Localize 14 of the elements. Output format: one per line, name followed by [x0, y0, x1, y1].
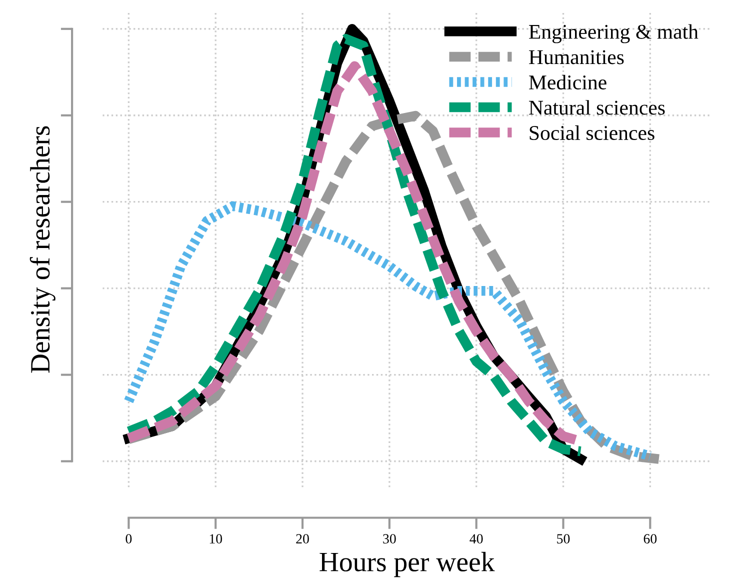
- legend-label: Medicine: [529, 74, 606, 90]
- x-tick-label: 20: [296, 534, 309, 544]
- x-tick-label: 0: [126, 534, 132, 544]
- x-tick-label: 50: [557, 534, 570, 544]
- legend-label: Humanities: [529, 50, 624, 64]
- x-axis-title: Hours per week: [320, 552, 495, 578]
- legend-label: Engineering & math: [529, 24, 698, 44]
- x-tick-label: 60: [644, 534, 657, 544]
- x-tick-label: 10: [210, 534, 222, 544]
- x-tick-label: 30: [383, 534, 396, 544]
- legend-label: Social sciences: [530, 125, 654, 140]
- legend-label: Natural sciences: [529, 100, 665, 115]
- y-axis-title: Density of researchers: [30, 126, 56, 373]
- x-tick-label: 40: [470, 534, 483, 544]
